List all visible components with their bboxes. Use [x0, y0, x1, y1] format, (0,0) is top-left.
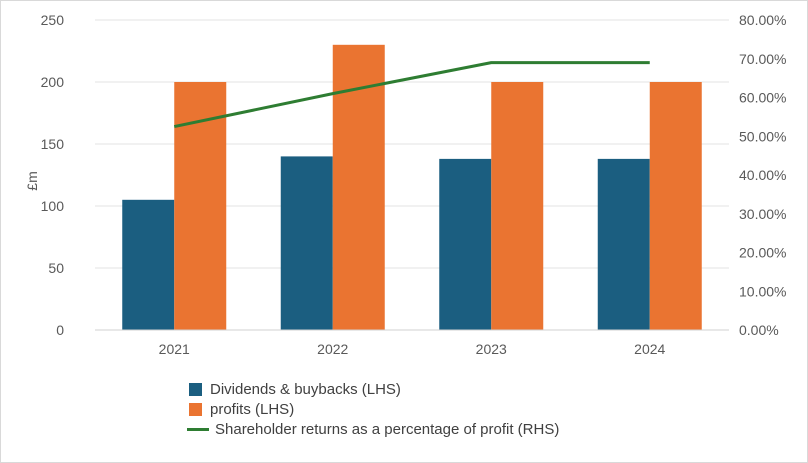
- y2-tick-label: 20.00%: [739, 245, 786, 261]
- y-tick-label: 0: [56, 322, 64, 338]
- legend: Dividends & buybacks (LHS) profits (LHS)…: [187, 379, 560, 439]
- legend-item-returns: Shareholder returns as a percentage of p…: [187, 419, 560, 439]
- y-axis-label: £m: [24, 171, 40, 190]
- legend-swatch-returns: [187, 427, 209, 431]
- y-tick-label: 150: [41, 136, 65, 152]
- y2-tick-label: 60.00%: [739, 90, 786, 106]
- legend-swatch-profits: [189, 402, 202, 416]
- x-tick-label: 2022: [317, 341, 348, 357]
- axes: 0 50 100 150 200 250 0.00% 10.00% 20.00% 30.00% 40…: [41, 12, 787, 357]
- bar-dividends: [280, 156, 333, 330]
- bar-profits: [174, 82, 227, 330]
- y-tick-label: 250: [41, 12, 65, 28]
- y-tick-label: 100: [41, 198, 65, 214]
- x-tick-label: 2023: [476, 341, 507, 357]
- legend-item-dividends: Dividends & buybacks (LHS): [189, 379, 559, 399]
- bar-profits: [491, 82, 544, 330]
- legend-swatch-dividends: [189, 382, 202, 396]
- x-tick-label: 2021: [159, 341, 190, 357]
- y-tick-label: 200: [41, 74, 65, 90]
- bar-dividends: [122, 199, 175, 330]
- bars: [122, 44, 702, 331]
- line-series: [173, 61, 650, 129]
- legend-label-profits: profits (LHS): [210, 400, 295, 418]
- legend-label-dividends: Dividends & buybacks (LHS): [210, 380, 401, 398]
- legend-label-returns: Shareholder returns as a percentage of p…: [215, 420, 560, 438]
- x-tick-label: 2024: [634, 341, 665, 357]
- y2-tick-label: 10.00%: [739, 283, 786, 299]
- y2-tick-label: 0.00%: [739, 322, 779, 338]
- legend-item-profits: profits (LHS): [189, 399, 559, 419]
- returns-line: [173, 61, 650, 129]
- y2-tick-label: 40.00%: [739, 167, 786, 183]
- y2-tick-label: 70.00%: [739, 51, 786, 67]
- bar-dividends: [439, 158, 492, 330]
- bar-dividends: [597, 158, 650, 330]
- y2-tick-label: 80.00%: [739, 12, 786, 28]
- combo-chart: 0 50 100 150 200 250 0.00% 10.00% 20.00% 30.00% 40…: [24, 12, 787, 357]
- y2-tick-label: 30.00%: [739, 206, 786, 222]
- bar-profits: [649, 82, 702, 330]
- y-tick-label: 50: [48, 260, 64, 276]
- y2-tick-label: 50.00%: [739, 128, 786, 144]
